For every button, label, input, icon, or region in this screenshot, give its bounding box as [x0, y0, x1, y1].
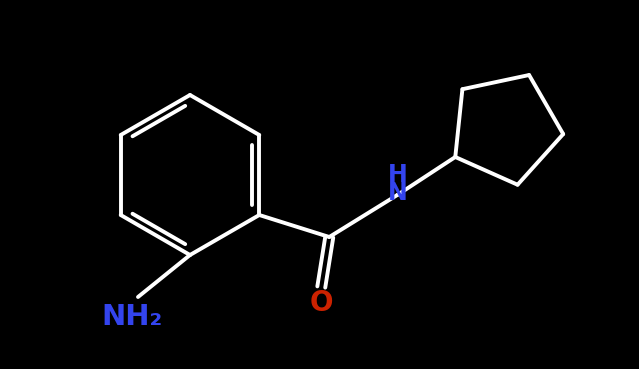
Text: H: H — [387, 163, 407, 187]
Text: NH₂: NH₂ — [102, 303, 162, 331]
Text: N: N — [387, 181, 407, 205]
Text: O: O — [309, 289, 333, 317]
